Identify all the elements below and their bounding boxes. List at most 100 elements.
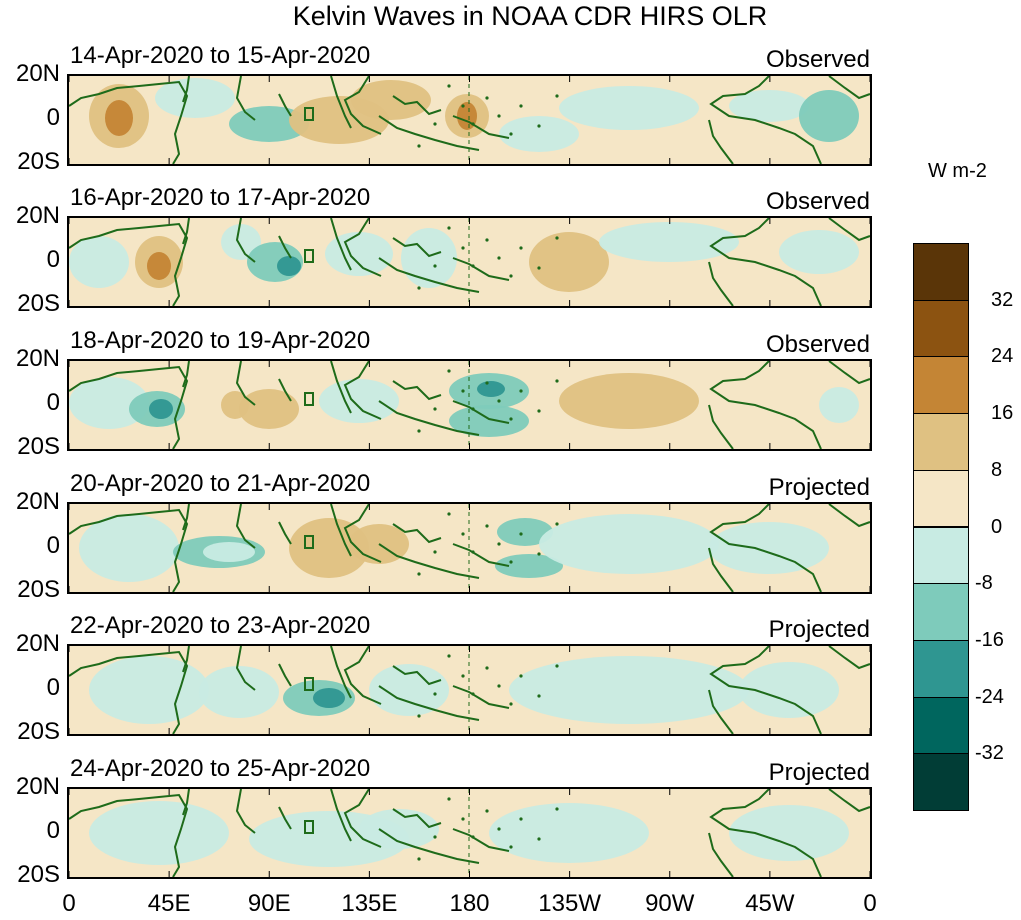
island-dot xyxy=(555,664,559,668)
anomaly-contour xyxy=(739,662,839,718)
coastline xyxy=(182,361,190,388)
coastline xyxy=(69,793,189,877)
coastline xyxy=(452,257,510,281)
latitude-label: 20S xyxy=(17,576,60,603)
panel-date-range: 16-Apr-2020 to 17-Apr-2020 xyxy=(70,184,371,211)
island-dot xyxy=(471,835,475,839)
coastline xyxy=(182,789,190,816)
anomaly-contour xyxy=(149,399,173,419)
anomaly-contour xyxy=(239,389,299,429)
coastline xyxy=(69,222,189,306)
anomaly-contour xyxy=(497,518,553,546)
anomaly-contour xyxy=(599,222,739,262)
latitude-label: 0 xyxy=(46,389,60,416)
island-dot xyxy=(433,835,437,839)
map-panel: 20-Apr-2020 to 21-Apr-2020 Projected 20N 0 2… xyxy=(0,470,900,613)
anomaly-contour xyxy=(69,236,129,288)
coastline xyxy=(235,504,256,549)
coastline xyxy=(330,76,352,129)
coastline xyxy=(330,789,352,842)
anomaly-contour xyxy=(509,656,749,724)
coastline xyxy=(278,378,292,402)
latitude-label: 20N xyxy=(15,773,60,800)
coastline xyxy=(235,361,256,406)
coastline xyxy=(69,650,189,734)
anomaly-contour xyxy=(729,805,849,861)
coastline xyxy=(378,115,480,151)
coastline xyxy=(709,218,822,306)
coastline xyxy=(69,508,189,592)
island-dot xyxy=(485,666,489,670)
colorbar-swatch xyxy=(913,526,969,585)
anomaly-contour xyxy=(147,252,171,280)
coastline xyxy=(452,828,510,852)
colorbar-swatch xyxy=(913,753,969,811)
colorbar-tick-label: -32 xyxy=(975,742,1004,765)
colorbar-tick-label: 0 xyxy=(991,515,1003,538)
island-dot xyxy=(447,654,451,658)
coastline xyxy=(304,392,314,406)
latitude-label: 20S xyxy=(17,861,60,888)
island-dot xyxy=(555,522,559,526)
coastline xyxy=(452,543,510,567)
latitude-label: 0 xyxy=(46,674,60,701)
island-dot xyxy=(519,104,523,108)
colorbar-swatch xyxy=(913,696,969,755)
colorbar-swatch xyxy=(913,356,969,415)
latitude-label: 20N xyxy=(15,60,60,87)
anomaly-contour xyxy=(709,522,829,574)
longitude-label: 180 xyxy=(449,890,490,917)
island-dot xyxy=(555,94,559,98)
anomaly-contour xyxy=(313,688,345,708)
coastline xyxy=(828,76,870,100)
island-dot xyxy=(417,714,421,718)
coastline xyxy=(182,76,190,103)
island-dot xyxy=(537,694,541,698)
colorbar-tick-label: 32 xyxy=(991,288,1014,311)
anomaly-contour xyxy=(221,224,261,260)
island-dot xyxy=(471,692,475,696)
panel-date-range: 18-Apr-2020 to 19-Apr-2020 xyxy=(70,327,371,354)
coastline xyxy=(708,404,734,449)
panel-date-range: 14-Apr-2020 to 15-Apr-2020 xyxy=(70,42,371,69)
anomaly-contour xyxy=(529,232,609,292)
colorbar-swatch xyxy=(913,299,969,358)
anomaly-contour xyxy=(819,387,859,423)
colorbar-tick-label: -8 xyxy=(975,572,993,595)
island-dot xyxy=(417,144,421,148)
island-dot xyxy=(509,845,513,849)
coastline xyxy=(304,820,314,834)
island-dot xyxy=(485,524,489,528)
island-dot xyxy=(461,674,465,678)
coastline xyxy=(828,218,870,242)
island-dot xyxy=(519,246,523,250)
map-panel: 22-Apr-2020 to 23-Apr-2020 Projected 20N 0 2… xyxy=(0,612,900,755)
coastline xyxy=(392,665,442,686)
island-dot xyxy=(555,379,559,383)
colorbar-swatch xyxy=(913,469,969,528)
island-dot xyxy=(433,122,437,126)
colorbar-tick-label: 24 xyxy=(991,345,1014,368)
island-dot xyxy=(537,266,541,270)
coastline xyxy=(330,504,352,557)
anomaly-contour xyxy=(359,809,439,849)
coastline xyxy=(278,235,292,259)
coastline xyxy=(235,76,256,121)
island-dot xyxy=(497,256,501,260)
island-dot xyxy=(447,369,451,373)
coastline xyxy=(343,646,382,705)
coastline xyxy=(343,76,382,135)
coastline xyxy=(235,789,256,834)
coastline xyxy=(378,543,480,579)
coastline xyxy=(392,237,442,258)
anomaly-contour xyxy=(499,116,579,152)
coastline xyxy=(330,361,352,414)
coastline xyxy=(392,523,442,544)
island-dot xyxy=(537,409,541,413)
coastline xyxy=(709,646,822,734)
anomaly-contour xyxy=(79,514,179,582)
island-dot xyxy=(433,550,437,554)
coastline xyxy=(378,257,480,293)
island-dot xyxy=(417,857,421,861)
island-dot xyxy=(471,264,475,268)
